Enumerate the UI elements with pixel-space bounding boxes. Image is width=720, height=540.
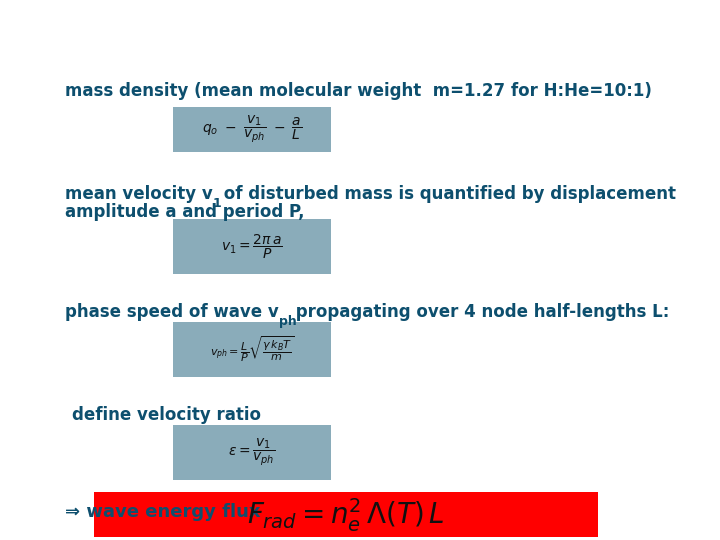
Text: phase speed of wave v: phase speed of wave v	[65, 303, 279, 321]
Text: $F_{rad} = n_e^2\,\Lambda(T)\,L$: $F_{rad} = n_e^2\,\Lambda(T)\,L$	[247, 496, 444, 534]
FancyBboxPatch shape	[173, 219, 331, 274]
Text: amplitude a and period P,: amplitude a and period P,	[65, 202, 305, 221]
Text: propagating over 4 node half-lengths L:: propagating over 4 node half-lengths L:	[290, 303, 670, 321]
Text: ⇒ wave energy flux: ⇒ wave energy flux	[65, 503, 261, 522]
Text: mean velocity v: mean velocity v	[65, 185, 218, 203]
Text: of disturbed mass is quantified by displacement: of disturbed mass is quantified by displ…	[218, 185, 676, 203]
FancyBboxPatch shape	[173, 322, 331, 377]
Text: 1: 1	[212, 197, 221, 210]
FancyBboxPatch shape	[94, 492, 598, 537]
FancyBboxPatch shape	[173, 425, 331, 480]
Text: mass density (mean molecular weight  m=1.27 for H:He=10:1): mass density (mean molecular weight m=1.…	[65, 83, 652, 100]
Text: $q_o\ -\ \dfrac{v_1}{v_{ph}}\ -\ \dfrac{a}{L}$: $q_o\ -\ \dfrac{v_1}{v_{ph}}\ -\ \dfrac{…	[202, 113, 302, 145]
Text: ♖UCL: ♖UCL	[608, 8, 702, 37]
Text: mean velocity v: mean velocity v	[65, 185, 212, 203]
Text: phase speed of wave v: phase speed of wave v	[65, 303, 284, 321]
Text: $v_1 = \dfrac{2\pi\,a}{P}$: $v_1 = \dfrac{2\pi\,a}{P}$	[221, 233, 283, 261]
Text: ph: ph	[279, 314, 297, 328]
Text: $\epsilon = \dfrac{v_1}{v_{ph}}$: $\epsilon = \dfrac{v_1}{v_{ph}}$	[228, 437, 276, 468]
Text: $v_{ph} = \dfrac{L}{P}\sqrt{\dfrac{\gamma\,k_B T}{m}}$: $v_{ph} = \dfrac{L}{P}\sqrt{\dfrac{\gamm…	[210, 335, 294, 365]
Text: define velocity ratio: define velocity ratio	[72, 406, 261, 424]
FancyBboxPatch shape	[173, 106, 331, 152]
